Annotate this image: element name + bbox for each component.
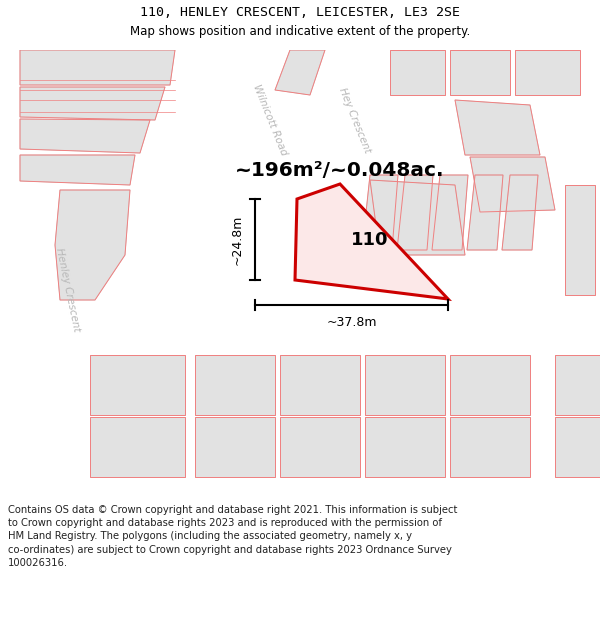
Polygon shape: [20, 87, 165, 120]
Polygon shape: [90, 417, 185, 477]
Polygon shape: [450, 417, 530, 477]
Polygon shape: [275, 50, 325, 95]
Polygon shape: [397, 175, 433, 250]
Text: 110: 110: [351, 231, 389, 249]
Polygon shape: [432, 175, 468, 250]
Polygon shape: [555, 417, 600, 477]
Polygon shape: [450, 50, 510, 95]
Polygon shape: [195, 417, 275, 477]
Polygon shape: [470, 157, 555, 212]
Polygon shape: [467, 175, 503, 250]
Polygon shape: [210, 165, 390, 255]
Polygon shape: [502, 175, 538, 250]
Text: Hey Crescent: Hey Crescent: [337, 86, 373, 154]
Polygon shape: [370, 180, 465, 255]
Text: 110, HENLEY CRESCENT, LEICESTER, LE3 2SE: 110, HENLEY CRESCENT, LEICESTER, LE3 2SE: [140, 6, 460, 19]
Polygon shape: [90, 355, 185, 415]
Polygon shape: [515, 50, 580, 95]
Polygon shape: [280, 355, 360, 415]
Text: Wilnicott Road: Wilnicott Road: [251, 83, 289, 157]
Polygon shape: [280, 417, 360, 477]
Polygon shape: [20, 50, 175, 85]
Polygon shape: [195, 320, 550, 350]
Polygon shape: [555, 355, 600, 415]
Text: Henley Crescent: Henley Crescent: [54, 247, 82, 333]
Polygon shape: [195, 355, 275, 415]
Text: Contains OS data © Crown copyright and database right 2021. This information is : Contains OS data © Crown copyright and d…: [8, 505, 457, 568]
Polygon shape: [305, 50, 380, 185]
Polygon shape: [20, 155, 135, 185]
Polygon shape: [450, 355, 530, 415]
Polygon shape: [390, 50, 445, 95]
Polygon shape: [455, 100, 540, 155]
Text: ~24.8m: ~24.8m: [230, 214, 244, 265]
Polygon shape: [365, 355, 445, 415]
Text: ~37.8m: ~37.8m: [326, 316, 377, 329]
Text: Map shows position and indicative extent of the property.: Map shows position and indicative extent…: [130, 26, 470, 39]
Polygon shape: [0, 115, 95, 355]
Polygon shape: [55, 190, 130, 300]
Polygon shape: [365, 417, 445, 477]
Polygon shape: [362, 175, 398, 250]
Text: ~196m²/~0.048ac.: ~196m²/~0.048ac.: [235, 161, 445, 179]
Polygon shape: [565, 185, 595, 295]
Polygon shape: [295, 184, 448, 299]
Polygon shape: [20, 119, 150, 153]
Polygon shape: [195, 50, 310, 205]
